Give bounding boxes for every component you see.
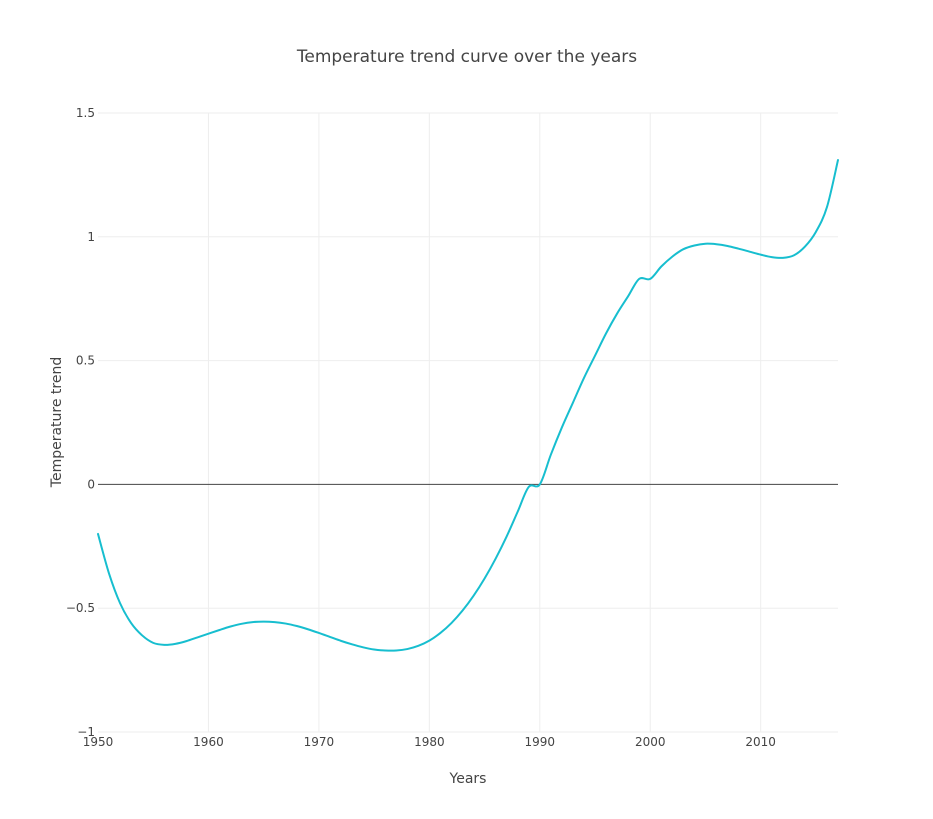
y-tick-label: 0	[87, 477, 95, 491]
x-tick-label: 1950	[83, 735, 114, 749]
x-tick-label: 1990	[525, 735, 556, 749]
x-tick-label: 2000	[635, 735, 666, 749]
y-tick-labels: −1 −0.5 0 0.5 1 1.5	[66, 106, 95, 739]
y-tick-label: −1	[77, 725, 95, 739]
x-tick-labels: 1950 1960 1970 1980 1990 2000 2010	[83, 735, 776, 749]
y-tick-label: 1.5	[76, 106, 95, 120]
x-tick-label: 1960	[193, 735, 224, 749]
x-tick-label: 1970	[304, 735, 335, 749]
series-layer	[97, 159, 839, 652]
x-axis-title: Years	[449, 771, 487, 787]
y-tick-label: −0.5	[66, 601, 95, 615]
chart-title: Temperature trend curve over the years	[296, 47, 637, 67]
x-tick-label: 1980	[414, 735, 445, 749]
y-axis-title: Temperature trend	[49, 357, 65, 488]
y-tick-label: 1	[87, 230, 95, 244]
grid-layer	[98, 112, 838, 733]
y-tick-label: 0.5	[76, 354, 95, 368]
series-line	[97, 159, 839, 652]
x-tick-label: 2010	[745, 735, 776, 749]
